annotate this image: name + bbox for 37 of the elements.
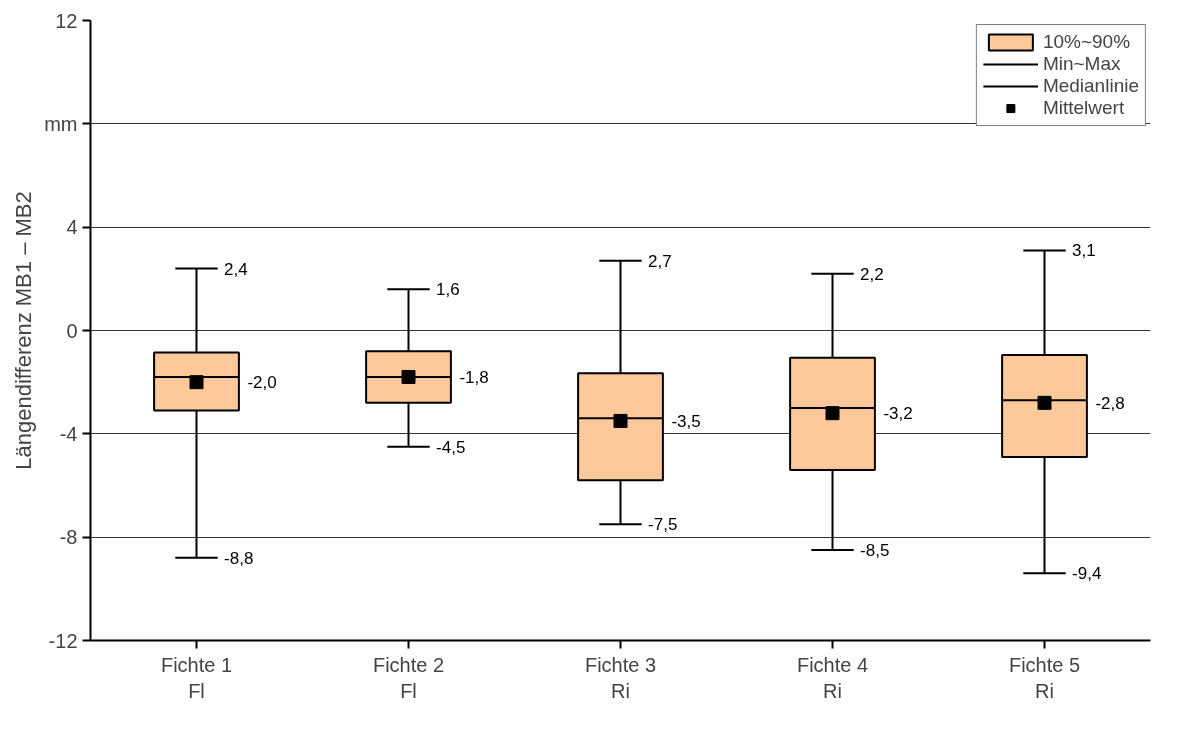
x-tick-label: Fichte 2 Fl <box>372 653 445 702</box>
y-tick-label: 12 <box>55 9 78 32</box>
annotation: -9,4 <box>1072 564 1102 584</box>
point <box>189 375 204 390</box>
y-tick-label: mm <box>44 112 78 135</box>
x-tick-label: Fichte 5 Ri <box>1008 653 1081 702</box>
y-tick-label: 4 <box>66 216 78 239</box>
y-tick-label: -12 <box>48 629 78 652</box>
annotation: 1,6 <box>436 280 460 300</box>
point <box>825 406 840 421</box>
x-tick-label: Fichte 1 Fl <box>160 653 233 702</box>
annotation: -3,5 <box>671 411 701 431</box>
point <box>1037 395 1052 410</box>
annotation: -1,8 <box>459 368 489 387</box>
y-axis-title: Längendifferenz MB1 – MB2 <box>11 191 37 470</box>
x-tick-label: Fichte 3 Ri <box>584 653 657 702</box>
annotation: -2,8 <box>1095 393 1125 413</box>
annotation: Medianlinie <box>1042 75 1139 97</box>
annotation: -8,8 <box>224 548 254 568</box>
x-tick-label: Fichte 4 Ri <box>796 653 869 702</box>
annotation: 2,7 <box>648 251 672 271</box>
point <box>401 370 416 384</box>
y-tick-label: -8 <box>59 526 78 549</box>
y-tick-label: -4 <box>59 422 78 445</box>
point <box>613 413 628 428</box>
annotation: -8,5 <box>860 541 890 561</box>
annotation: -7,5 <box>648 515 678 535</box>
annotation: -2,0 <box>247 373 277 393</box>
annotation: 2,2 <box>860 264 884 284</box>
legend-label: 10%~90% <box>1042 31 1131 53</box>
y-tick-label: 0 <box>66 319 78 342</box>
annotation: Min~Max <box>1042 53 1121 75</box>
annotation: 3,1 <box>1072 241 1096 261</box>
annotation: -4,5 <box>436 437 466 457</box>
annotation: -3,2 <box>883 404 913 424</box>
annotation: 2,4 <box>224 259 248 279</box>
legend-label: Mittelwert <box>1042 97 1125 119</box>
